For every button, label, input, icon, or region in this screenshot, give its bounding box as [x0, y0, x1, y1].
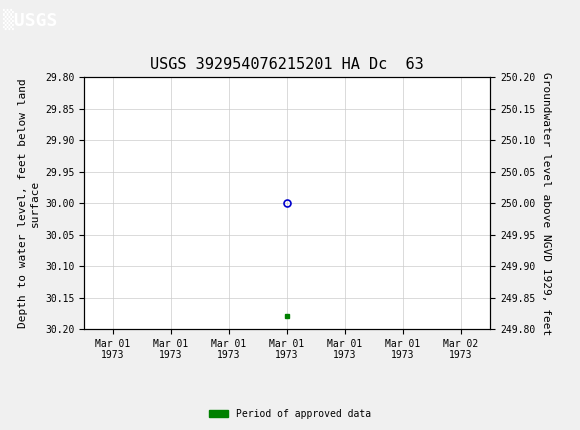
- Y-axis label: Depth to water level, feet below land
surface: Depth to water level, feet below land su…: [18, 78, 39, 328]
- Legend: Period of approved data: Period of approved data: [205, 405, 375, 423]
- Text: ▒USGS: ▒USGS: [3, 9, 57, 30]
- Y-axis label: Groundwater level above NGVD 1929, feet: Groundwater level above NGVD 1929, feet: [541, 71, 550, 335]
- Title: USGS 392954076215201 HA Dc  63: USGS 392954076215201 HA Dc 63: [150, 57, 424, 72]
